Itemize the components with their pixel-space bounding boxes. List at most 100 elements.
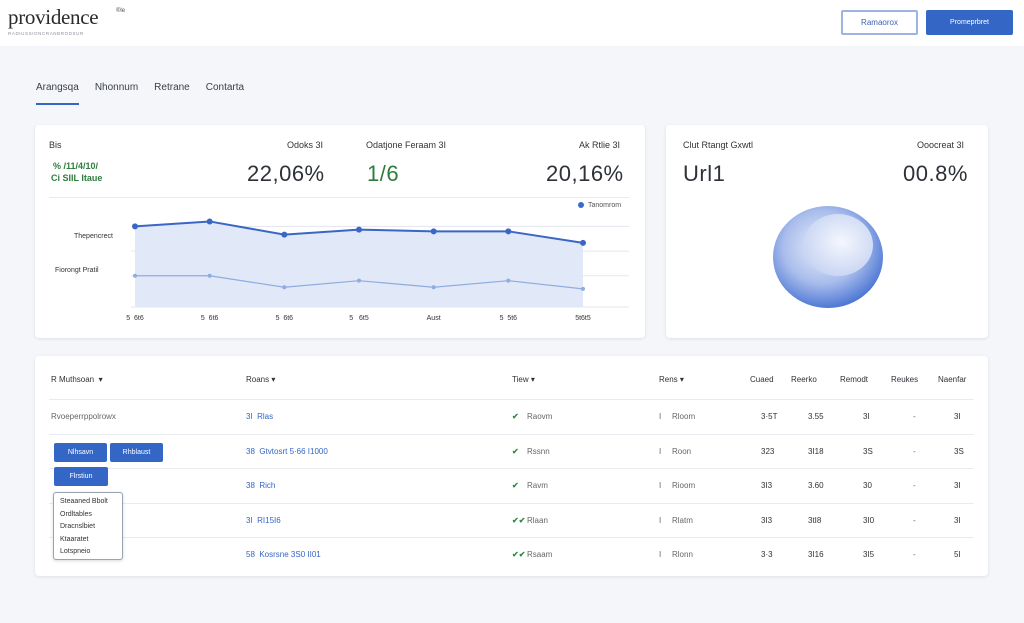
series-2-point[interactable] — [207, 273, 212, 278]
table-row[interactable]: 58 Kosrsne 3S0 II01 Rsaam Rlonn 3·3 3I16 3I5 -… — [49, 537, 974, 571]
table-row[interactable]: 38 Rich Ravm Rioom 3I3 3.60 30 - 3I ✔ I — [49, 468, 974, 502]
legend-dot-icon — [578, 202, 584, 209]
table-cell-c7: 3I5 — [863, 550, 875, 559]
kpi-value-right: 20,16% — [546, 161, 624, 186]
y-label-2: Fiorongt Pratil — [55, 267, 99, 274]
table-cell-c7: 30 — [863, 481, 872, 490]
series-2-point[interactable] — [431, 285, 436, 290]
col-header-7[interactable]: Remodt — [840, 375, 869, 384]
col-header-1[interactable]: R Muthsoan ▾ — [51, 375, 103, 384]
logo[interactable]: providence ®le RADIUSSIONCRANBRODSUR — [8, 5, 125, 36]
series-1-point[interactable] — [430, 228, 437, 235]
kpi-label-right: Ak Rtlie 3I — [579, 140, 621, 150]
series-2-point[interactable] — [133, 273, 137, 278]
row-marker: I — [659, 481, 662, 490]
table-cell-c6: 3.55 — [808, 412, 824, 421]
dropdown-item-5[interactable]: Lotspneio — [60, 548, 91, 555]
table-cell-c2: 38 Gtvtosrt 5·66 I1000 — [246, 446, 328, 456]
pie-label-left: Clut Rtangt Gxwtl — [683, 140, 754, 150]
chart-legend: Tanomrom — [578, 202, 621, 209]
x-tick-label: 5 6t5 — [349, 315, 369, 322]
dropdown-item-3[interactable]: Dracnslbiet — [60, 523, 96, 530]
col-header-5[interactable]: Cuaed — [750, 375, 774, 384]
table-cell-c8: - — [913, 446, 916, 456]
kpi-label-center: Odatjone Feraam 3I — [366, 140, 447, 150]
x-tick-label: 5 6t6 — [126, 315, 144, 322]
table-cell-c3: Rlaan — [527, 515, 548, 525]
logo-tagline: RADIUSSIONCRANBRODSUR — [8, 31, 84, 36]
dropdown-item-2[interactable]: Ordltables — [60, 510, 92, 518]
check-icon: ✔ — [512, 412, 519, 421]
table-cell-c3: Rssnn — [527, 446, 550, 456]
series-1-point[interactable] — [356, 226, 362, 233]
check-icon: ✔✔ — [512, 550, 526, 559]
table-cell-c9: 5I — [954, 550, 961, 559]
donut-graphic — [773, 206, 883, 308]
table-cell-c5: 323 — [761, 446, 775, 456]
action-button-3[interactable]: Flrstiun — [54, 467, 108, 486]
dropdown-item-1[interactable]: Steaaned Bbolt — [60, 498, 108, 505]
x-tick-label: Aust — [426, 315, 441, 322]
series-1-point[interactable] — [132, 223, 138, 230]
series-1-point[interactable] — [580, 239, 586, 246]
series-2-point[interactable] — [506, 278, 511, 283]
series-2-point[interactable] — [581, 286, 585, 291]
series-2-point[interactable] — [282, 285, 287, 290]
table-cell-c2: 3I Rlas — [246, 412, 274, 421]
tab-3[interactable]: Retrane — [154, 82, 190, 93]
table-cell-c8: - — [913, 412, 916, 421]
table-cell-c8: - — [913, 550, 916, 559]
logo-superscript: ®le — [116, 8, 126, 14]
outline-button[interactable]: Ramaorox — [841, 10, 918, 35]
kpi-green-label-2: Ci SIIL Itaue — [51, 173, 103, 183]
table-cell-c7: 3S — [863, 446, 873, 456]
action-button-2[interactable]: Rhblaust — [110, 443, 163, 462]
data-table: R Muthsoan ▾ Roans ▾ Tiew ▾ Rens ▾ Cuaed… — [35, 356, 988, 576]
table-cell-c6: 3.60 — [808, 481, 824, 490]
series-2-point[interactable] — [357, 278, 361, 283]
table-cell-c2: 38 Rich — [246, 481, 276, 490]
table-cell-c2: 3I RI15I6 — [246, 515, 281, 525]
pie-value-left: Url1 — [683, 161, 726, 186]
table-cell-c5: 3·5T — [761, 412, 778, 421]
x-tick-label: 5 6t6 — [275, 315, 294, 322]
check-icon: ✔ — [512, 446, 519, 456]
tab-1[interactable]: Arangsqa — [36, 82, 79, 105]
table-cell-c4: Roon — [672, 446, 692, 456]
table-row[interactable]: 38 Gtvtosrt 5·66 I1000 Rssnn Roon 323 3I18 3S… — [49, 433, 974, 468]
table-cell-c8: - — [913, 515, 916, 525]
table-cell-c4: Rlatm — [672, 515, 693, 525]
row-marker: I — [659, 515, 662, 525]
y-label-1: Thepencrect — [74, 233, 113, 240]
col-header-3[interactable]: Tiew ▾ — [512, 375, 535, 384]
table-cell-c4: Rlonn — [672, 550, 693, 559]
chart-divider — [49, 197, 629, 198]
table-row[interactable]: 3I RI15I6 Rlaan Rlatm 3I3 3tI8 3I0 - 3I ✔✔ I — [49, 502, 974, 537]
col-header-6[interactable]: Reerko — [791, 375, 817, 384]
table-cell-c7: 3I — [863, 412, 870, 421]
series-1-point[interactable] — [281, 231, 288, 238]
table-row[interactable]: Rvoeperrppolrowx 3I Rlas Raovm Rloom 3·5T 3.5… — [49, 399, 974, 433]
col-header-4[interactable]: Rens ▾ — [659, 375, 684, 384]
tab-2[interactable]: Nhonnum — [94, 82, 139, 93]
col-header-2[interactable]: Roans ▾ — [246, 375, 276, 384]
kpi-label-left: Bis — [49, 140, 62, 150]
col-header-8[interactable]: Reukes — [891, 375, 919, 384]
pie-value-right: 00.8% — [903, 161, 968, 186]
primary-button[interactable]: Promeprbret — [926, 10, 1013, 35]
dropdown-item-4[interactable]: Ktaaratet — [60, 535, 89, 543]
tab-4[interactable]: Contarta — [205, 82, 245, 93]
series-1-point[interactable] — [206, 218, 213, 225]
table-cell-c5: 3I3 — [761, 481, 773, 490]
x-tick-label: 5t6t5 — [575, 315, 591, 322]
table-cell-c1: Rvoeperrppolrowx — [51, 412, 116, 421]
table-cell-c9: 3I — [954, 412, 961, 421]
col-header-9[interactable]: Naenfar — [938, 375, 967, 384]
table-cell-c6: 3I18 — [808, 446, 824, 456]
series-1-point[interactable] — [505, 228, 512, 235]
logo-name: providence — [8, 5, 99, 29]
action-button-1[interactable]: Nlhsavn — [54, 443, 107, 462]
check-icon: ✔ — [512, 481, 519, 490]
series-1-area — [135, 221, 583, 307]
table-cell-c9: 3S — [954, 446, 964, 456]
